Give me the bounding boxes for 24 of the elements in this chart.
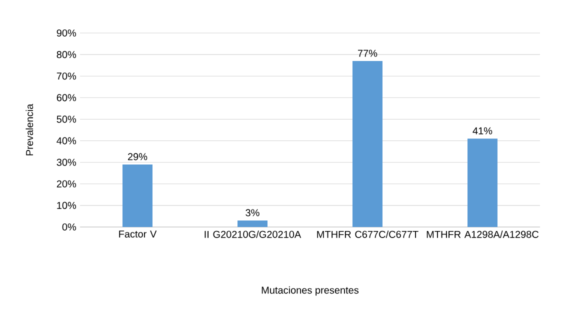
x-tick-label: Factor V <box>119 230 157 238</box>
x-tick-label: MTHFR C677C/C677T <box>317 230 418 238</box>
bar <box>238 220 268 227</box>
x-axis-title: Mutaciones presentes <box>262 286 359 296</box>
data-label: 29% <box>128 153 148 160</box>
y-tick-label: 50% <box>56 116 76 123</box>
y-axis-title: Prevalencia <box>26 104 34 156</box>
y-tick-label: 30% <box>56 158 76 166</box>
data-label: 41% <box>472 127 492 134</box>
y-tick-label: 20% <box>56 180 76 188</box>
bar <box>352 61 382 227</box>
y-tick-label: 40% <box>56 137 76 144</box>
data-label: 77% <box>358 50 378 57</box>
bar <box>122 164 153 227</box>
x-tick-label: II G20210G/G20210A <box>204 230 302 238</box>
x-tick-label: MTHFR A1298A/A1298C <box>426 230 538 238</box>
y-tick-label: 70% <box>56 72 76 80</box>
y-tick-label: 90% <box>56 29 76 37</box>
y-tick-label: 0% <box>62 223 76 231</box>
data-label: 3% <box>246 209 260 216</box>
y-tick-label: 60% <box>56 94 76 102</box>
y-tick-label: 80% <box>56 51 76 58</box>
bar <box>467 138 498 227</box>
y-tick-label: 10% <box>57 202 76 209</box>
